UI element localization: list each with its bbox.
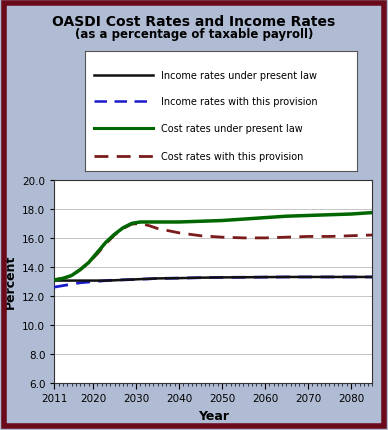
- Text: (as a percentage of taxable payroll): (as a percentage of taxable payroll): [75, 28, 313, 41]
- Text: Income rates with this provision: Income rates with this provision: [161, 97, 318, 107]
- Text: OASDI Cost Rates and Income Rates: OASDI Cost Rates and Income Rates: [52, 15, 336, 29]
- Text: Income rates under present law: Income rates under present law: [161, 71, 317, 81]
- Text: Cost rates with this provision: Cost rates with this provision: [161, 151, 304, 161]
- Y-axis label: Percent: Percent: [3, 255, 17, 309]
- X-axis label: Year: Year: [198, 408, 229, 421]
- Text: Cost rates under present law: Cost rates under present law: [161, 124, 303, 134]
